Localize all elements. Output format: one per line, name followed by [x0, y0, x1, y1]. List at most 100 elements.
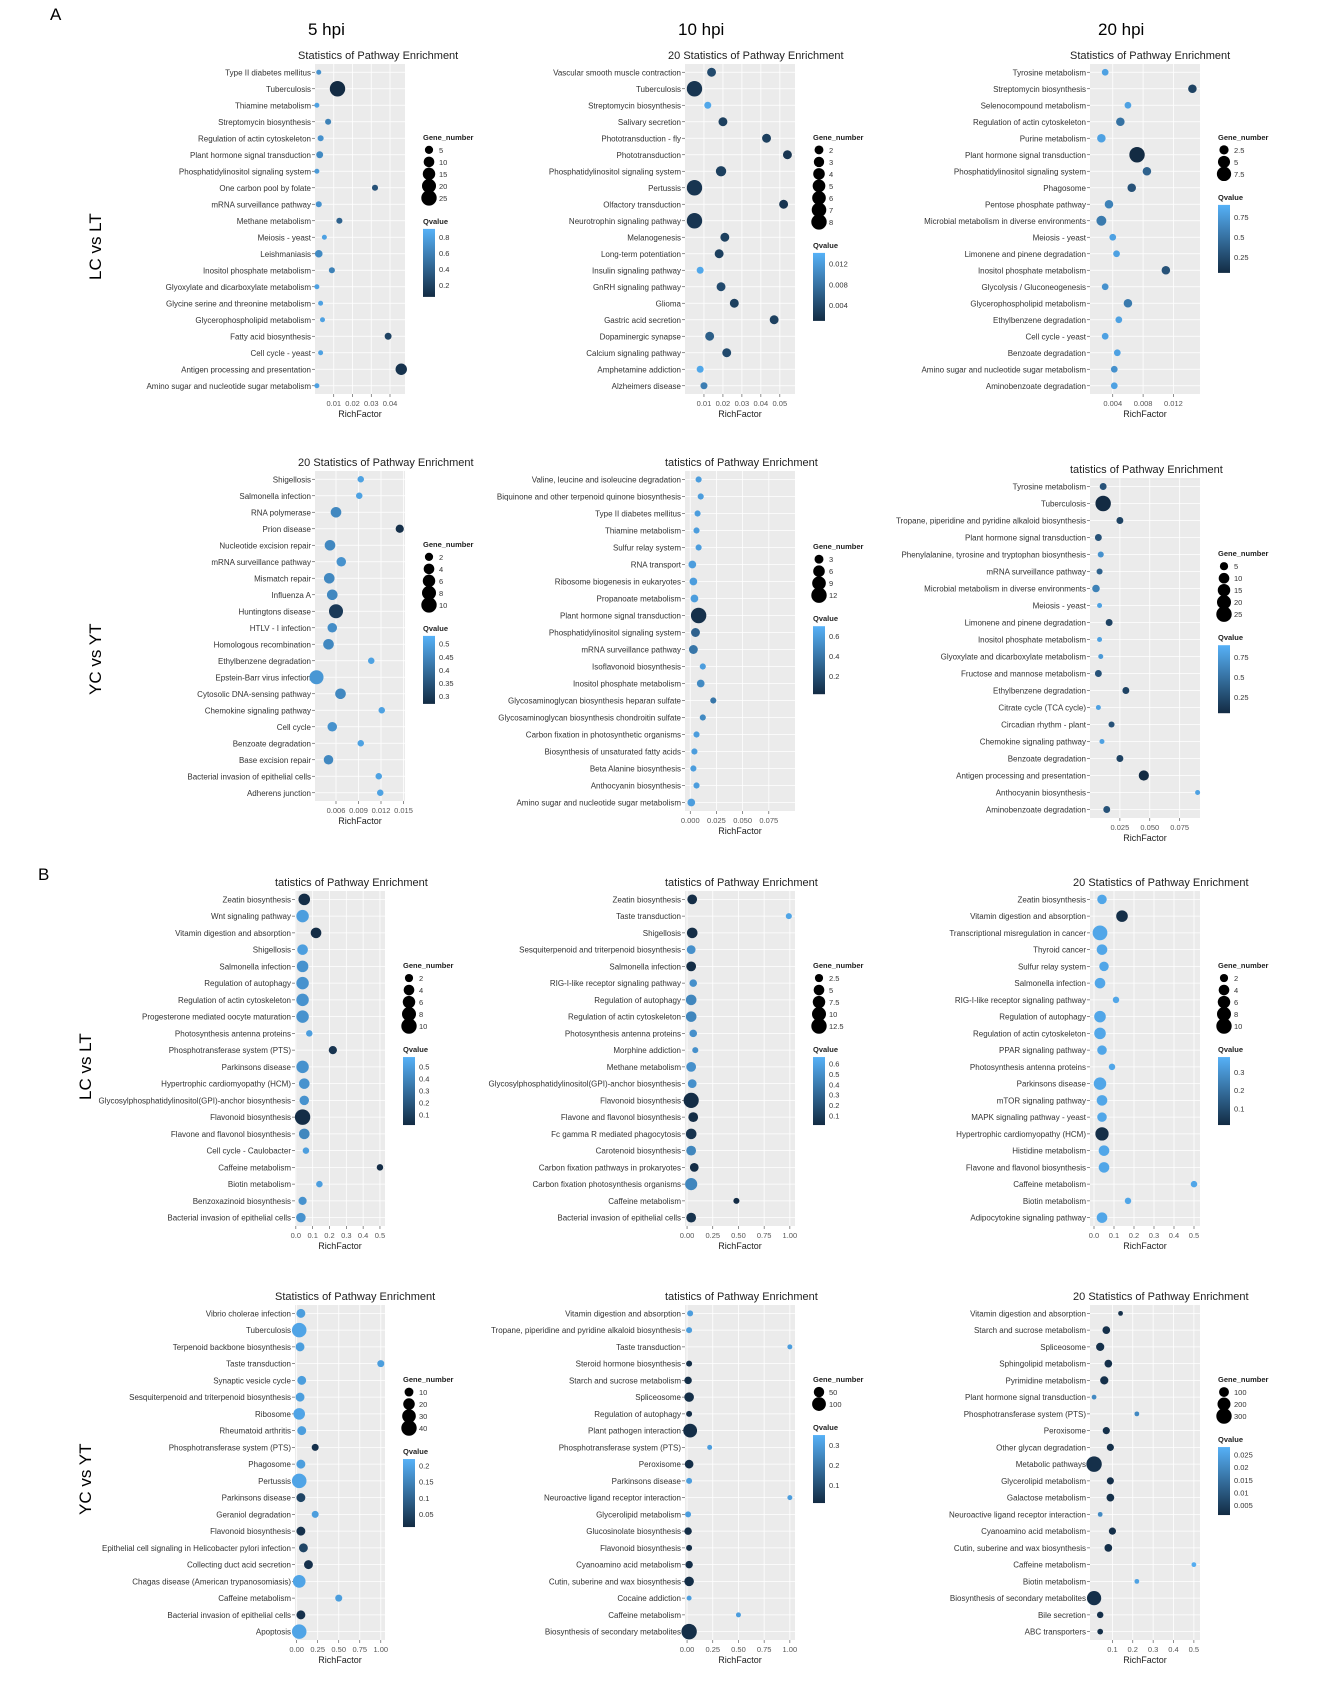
panel-title: tatistics of Pathway Enrichment — [665, 457, 818, 469]
enrichment-point — [689, 1029, 698, 1038]
pathway-label: Thiamine metabolism — [605, 527, 681, 536]
enrichment-point — [697, 493, 704, 500]
pathway-label: HTLV - I infection — [250, 624, 311, 633]
enrichment-point — [294, 1109, 311, 1125]
legend-size-label: 3 — [829, 158, 833, 167]
pathway-label: Aminobenzoate degradation — [986, 806, 1086, 815]
pathway-label: Chemokine signaling pathway — [205, 706, 311, 715]
enrichment-point — [1142, 166, 1152, 176]
enrichment-point — [687, 798, 696, 807]
x-tick-label: 0.006 — [327, 806, 346, 815]
enrichment-point — [1116, 117, 1125, 127]
legend-size-label: 4 — [439, 565, 443, 574]
panel-b-lc-vs-lt-5hpi: tatistics of Pathway Enrichment 0.0 0.1 0.2… — [98, 877, 453, 1251]
panel-title: tatistics of Pathway Enrichment — [275, 877, 428, 889]
x-tick-label: 0.075 — [759, 816, 778, 825]
legend-size-key — [422, 574, 436, 588]
pathway-label: Ethylbenzene degradation — [993, 316, 1086, 325]
enrichment-point — [1095, 495, 1111, 512]
legend-color-bar — [403, 1459, 415, 1528]
legend-size-key — [421, 585, 437, 600]
enrichment-point — [1106, 1477, 1114, 1485]
pathway-label: Huntingtons disease — [239, 607, 312, 616]
enrichment-point — [690, 594, 699, 603]
enrichment-point — [720, 232, 730, 242]
legend-color-label: 0.4 — [439, 265, 449, 274]
enrichment-point — [395, 363, 407, 375]
x-tick-label: 0.75 — [757, 1231, 772, 1240]
pathway-label: Sulfur relay system — [1018, 962, 1086, 971]
enrichment-point — [1134, 1411, 1140, 1417]
legend-color-bar — [423, 635, 435, 704]
panel-a-yc-vs-yt-20hpi: tatistics of Pathway Enrichment 0.025 0.05… — [896, 464, 1269, 843]
legend-size-key — [404, 973, 414, 983]
enrichment-point — [314, 383, 320, 389]
plot-background — [685, 471, 795, 811]
enrichment-point — [1097, 1045, 1107, 1055]
pathway-label: RIG-I-like receptor signaling pathway — [955, 996, 1086, 1005]
legend-size-label: 6 — [439, 577, 443, 586]
enrichment-point — [785, 913, 792, 920]
legend-size-label: 2.5 — [829, 974, 839, 983]
enrichment-point — [375, 772, 383, 780]
legend-size-label: 20 — [419, 1400, 427, 1409]
pathway-label: Bacterial invasion of epithelial cells — [187, 772, 311, 781]
enrichment-point — [1108, 1063, 1116, 1071]
legend-size-label: 25 — [1234, 610, 1242, 619]
enrichment-point — [1104, 199, 1114, 209]
x-tick-label: 1.00 — [783, 1231, 798, 1240]
row-label-a-lc-vs-lt: LC vs LT — [86, 213, 105, 280]
pathway-label: Regulation of actin cytoskeleton — [198, 134, 311, 143]
enrichment-point — [326, 589, 338, 601]
legend-color-bar — [813, 626, 825, 695]
enrichment-point — [328, 1046, 337, 1055]
enrichment-point — [685, 1560, 693, 1569]
enrichment-point — [1195, 790, 1201, 795]
legend-size-key — [1216, 595, 1232, 610]
pathway-label: ABC transporters — [1025, 1628, 1086, 1637]
legend-color-label: 0.6 — [829, 632, 839, 641]
legend-size-label: 7.5 — [1234, 170, 1244, 179]
pathway-label: Neuroactive ligand receptor interaction — [544, 1494, 681, 1503]
pathway-label: Flavonoid biosynthesis — [600, 1544, 681, 1553]
legend-size-label: 7 — [829, 206, 833, 215]
legend-size-key — [403, 1398, 415, 1410]
enrichment-point — [318, 300, 324, 306]
x-tick-label: 0.1 — [1109, 1231, 1119, 1240]
enrichment-point — [685, 1511, 692, 1518]
legend-color-label: 0.025 — [1234, 1451, 1253, 1460]
pathway-label: Salmonella infection — [609, 962, 681, 971]
pathway-label: Parkinsons disease — [1017, 1080, 1087, 1089]
legend-size-key — [421, 190, 437, 206]
enrichment-point — [707, 67, 717, 77]
legend-size-key — [1216, 166, 1232, 182]
pathway-label: Glycosaminoglycan biosynthesis chondroit… — [498, 714, 681, 723]
pathway-label: Morphine addiction — [613, 1046, 681, 1055]
legend-size-label: 2 — [1234, 974, 1238, 983]
pathway-label: Plant hormone signal transduction — [965, 534, 1086, 543]
enrichment-point — [693, 782, 700, 789]
legend-size-key — [421, 178, 437, 193]
enrichment-point — [323, 572, 335, 584]
pathway-label: Regulation of autophagy — [594, 1410, 681, 1419]
x-tick-label: 0.02 — [345, 399, 360, 408]
legend-size-label: 10 — [439, 158, 447, 167]
x-tick-label: 0.00 — [680, 1231, 695, 1240]
x-tick-label: 0.01 — [326, 399, 341, 408]
enrichment-point — [1097, 603, 1103, 608]
x-tick-label: 0.25 — [705, 1231, 720, 1240]
x-tick-label: 0.50 — [731, 1231, 746, 1240]
legend-size-label: 5 — [1234, 562, 1238, 571]
legend-size-label: 200 — [1234, 1400, 1247, 1409]
x-tick-label: 0.4 — [358, 1231, 368, 1240]
enrichment-point — [1096, 1342, 1105, 1351]
pathway-label: Selenocompound metabolism — [981, 101, 1087, 110]
pathway-label: Streptomycin biosynthesis — [588, 101, 681, 110]
panel-title: tatistics of Pathway Enrichment — [1070, 464, 1223, 476]
enrichment-point — [1097, 133, 1106, 143]
panel-title: 20 Statistics of Pathway Enrichment — [295, 457, 474, 469]
enrichment-point — [688, 645, 698, 654]
enrichment-point — [296, 1459, 306, 1469]
enrichment-point — [335, 688, 346, 700]
enrichment-point — [693, 527, 700, 534]
